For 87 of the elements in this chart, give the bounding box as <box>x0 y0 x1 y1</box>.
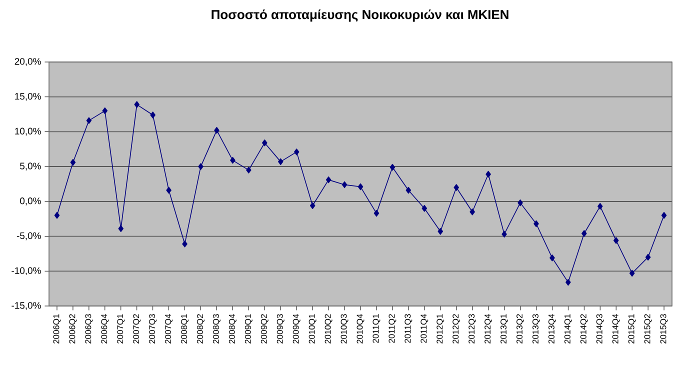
x-tick-label: 2013Q2 <box>516 314 524 344</box>
point <box>134 101 140 108</box>
point <box>246 166 252 174</box>
x-tick-label: 2008Q4 <box>228 314 236 344</box>
x-tick-label: 2007Q1 <box>117 314 125 344</box>
point <box>566 278 571 286</box>
x-tick-label: 2014Q3 <box>596 314 604 344</box>
x-tick-label: 2010Q4 <box>356 314 364 344</box>
point <box>534 220 539 228</box>
point <box>502 230 507 238</box>
point <box>118 225 124 232</box>
point <box>182 240 188 248</box>
x-tick-label: 2011Q3 <box>404 314 412 343</box>
x-tick-label: 2011Q4 <box>420 314 428 343</box>
point <box>230 156 236 164</box>
point <box>550 254 555 262</box>
point <box>597 202 603 210</box>
y-tick-label: 15,0% <box>15 92 41 101</box>
x-tick-label: 2013Q1 <box>500 314 508 344</box>
point <box>470 208 475 216</box>
point <box>518 199 523 206</box>
x-tick-label: 2009Q2 <box>260 314 268 344</box>
x-tick-label: 2007Q4 <box>165 314 173 344</box>
y-tick-label: 10,0% <box>15 128 41 136</box>
point <box>166 186 172 194</box>
x-tick-label: 2012Q1 <box>436 314 444 344</box>
x-tick-label: 2013Q4 <box>548 314 556 344</box>
point <box>102 107 108 114</box>
x-tick-label: 2008Q1 <box>181 314 189 344</box>
point <box>406 186 412 194</box>
x-tick-label: 2015Q2 <box>644 314 652 344</box>
x-tick-label: 2008Q2 <box>197 314 205 344</box>
point <box>422 205 428 212</box>
point <box>310 202 316 209</box>
point <box>70 159 76 166</box>
x-tick-label: 2007Q3 <box>149 314 157 344</box>
x-tick-label: 2014Q1 <box>564 314 572 344</box>
x-tick-label: 2015Q3 <box>660 314 668 344</box>
y-tick-label: -5,0% <box>16 232 41 240</box>
y-tick-label: -10,0% <box>12 267 41 276</box>
point <box>438 228 444 235</box>
point <box>198 163 204 170</box>
x-tick-label: 2012Q2 <box>452 314 460 344</box>
point <box>150 112 156 118</box>
x-tick-label: 2012Q4 <box>484 314 492 344</box>
point <box>326 176 332 184</box>
point <box>613 237 619 244</box>
x-tick-label: 2009Q1 <box>244 314 252 344</box>
x-tick-label: 2010Q3 <box>340 314 348 344</box>
y-tick-label: 20,0% <box>14 58 41 66</box>
x-tick-label: 2011Q1 <box>372 314 380 343</box>
point <box>294 148 300 156</box>
x-tick-label: 2006Q3 <box>85 314 93 344</box>
point <box>214 126 220 134</box>
x-tick-label: 2009Q4 <box>292 314 300 344</box>
x-tick-label: 2011Q2 <box>388 314 396 343</box>
point <box>629 270 635 277</box>
x-tick-label: 2010Q2 <box>324 314 332 344</box>
x-tick-label: 2007Q2 <box>133 314 141 344</box>
point <box>661 212 667 219</box>
y-tick-label: 5,0% <box>20 162 41 170</box>
x-tick-label: 2009Q3 <box>276 314 284 344</box>
x-tick-label: 2008Q3 <box>212 314 220 344</box>
point <box>645 254 651 261</box>
point <box>374 210 380 217</box>
point <box>358 183 364 190</box>
x-tick-label: 2006Q1 <box>53 314 61 344</box>
x-tick-label: 2010Q1 <box>308 314 316 344</box>
y-tick-label: 0,0% <box>20 198 41 206</box>
point <box>486 170 491 178</box>
chart-title: Ποσοστό αποταμίευσης Νοικοκυριών και ΜΚΙΕΝ <box>212 10 508 22</box>
x-tick-label: 2015Q1 <box>628 314 636 344</box>
x-tick-label: 2006Q4 <box>101 314 109 344</box>
point <box>582 230 587 237</box>
point <box>262 139 268 146</box>
x-tick-label: 2006Q2 <box>69 314 77 344</box>
point <box>454 184 459 191</box>
point <box>278 158 284 166</box>
point <box>86 117 92 124</box>
x-tick-label: 2013Q3 <box>532 314 540 344</box>
x-tick-label: 2012Q3 <box>468 314 476 344</box>
x-tick-label: 2014Q2 <box>580 314 588 344</box>
x-tick-label: 2014Q4 <box>612 314 620 344</box>
point <box>342 181 348 188</box>
y-tick-label: -15,0% <box>12 302 41 310</box>
point <box>390 164 396 171</box>
point <box>54 212 60 219</box>
